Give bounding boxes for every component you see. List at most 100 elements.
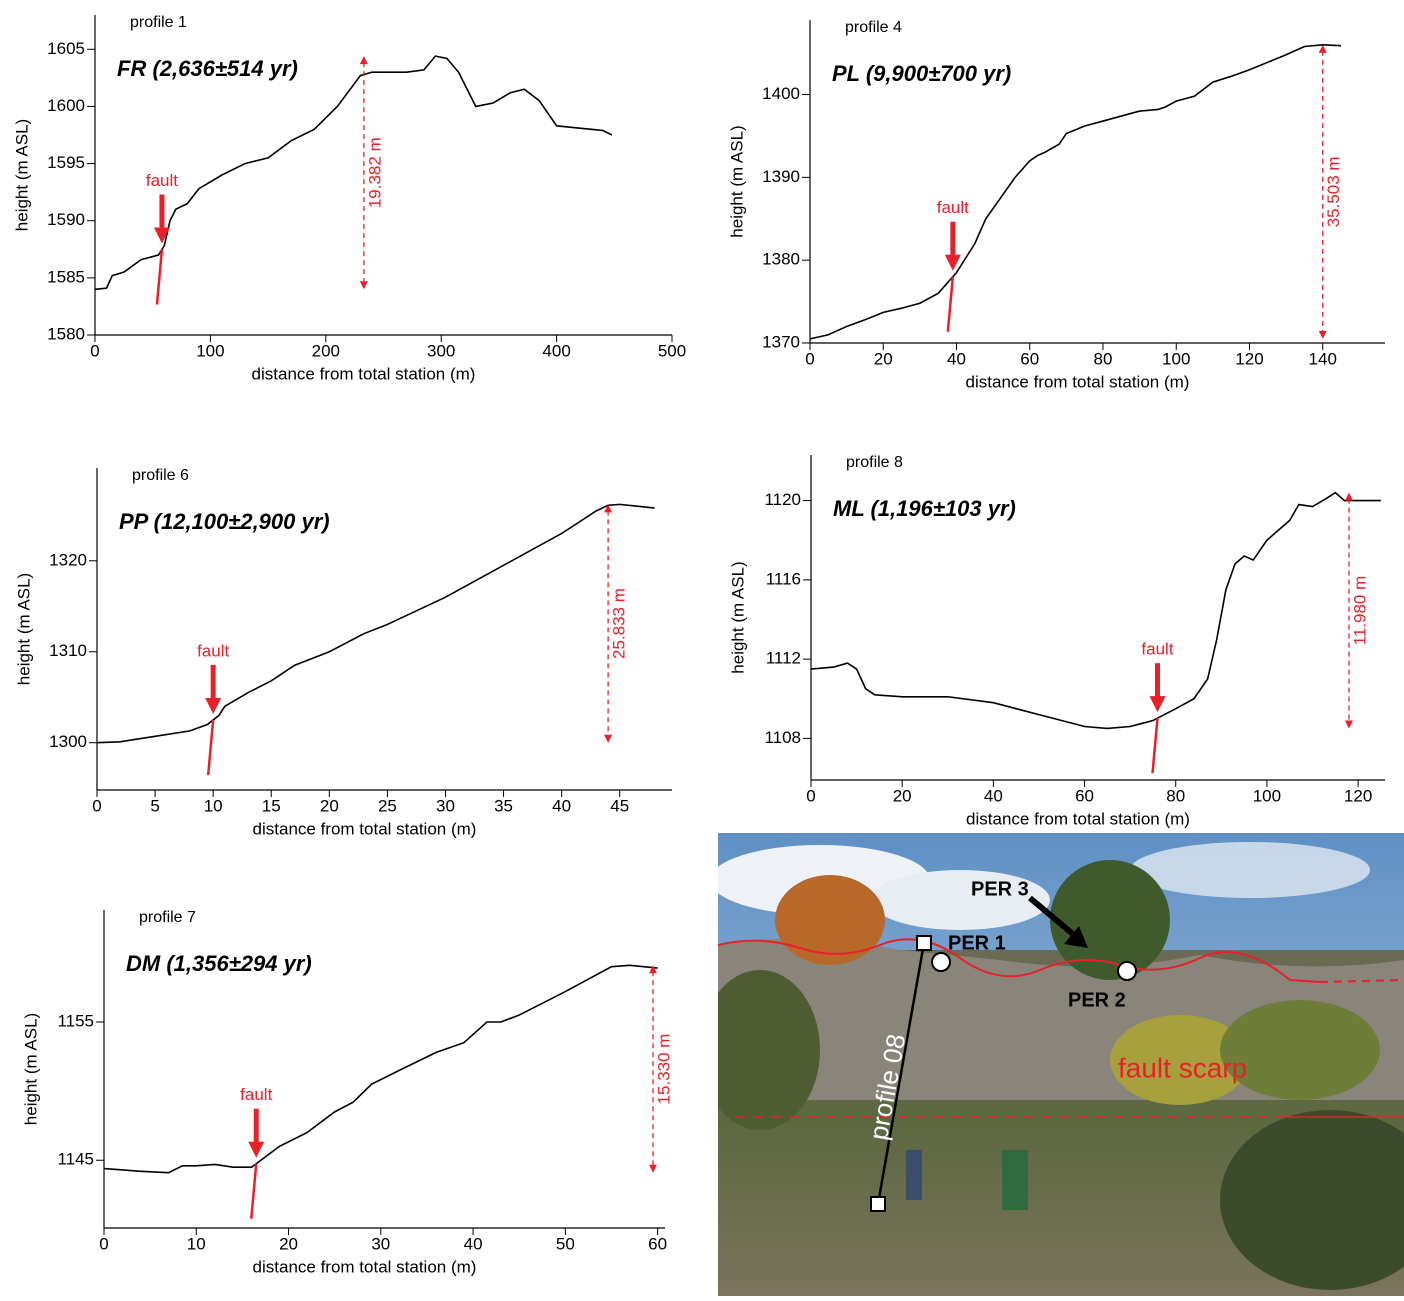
y-tick-label: 1370 bbox=[762, 332, 800, 351]
offset-arrowhead bbox=[1318, 330, 1327, 339]
profile-line bbox=[810, 491, 1381, 730]
x-tick-label: 140 bbox=[1309, 349, 1337, 368]
offset-arrowhead bbox=[1344, 720, 1353, 729]
photo-label: PER 2 bbox=[1068, 989, 1126, 1011]
y-tick-label: 1585 bbox=[47, 267, 85, 286]
y-tick-label: 1116 bbox=[766, 569, 801, 588]
offset-arrowhead bbox=[604, 734, 613, 743]
x-tick-label: 10 bbox=[204, 796, 223, 815]
profile-line bbox=[103, 964, 658, 1174]
x-tick-label: 20 bbox=[320, 796, 339, 815]
x-tick-label: 0 bbox=[92, 796, 101, 815]
chart-subtitle: ML (1,196±103 yr) bbox=[833, 496, 1016, 521]
x-tick-label: 0 bbox=[806, 786, 815, 805]
y-axis-label: height (m ASL) bbox=[727, 125, 746, 237]
offset-arrowhead bbox=[604, 504, 613, 513]
x-tick-label: 15 bbox=[262, 796, 281, 815]
x-tick-label: 0 bbox=[805, 349, 814, 368]
chart-title: profile 4 bbox=[845, 19, 902, 36]
x-tick-label: 30 bbox=[371, 1234, 390, 1253]
photo-label: PER 1 bbox=[948, 932, 1006, 954]
fault-label: fault bbox=[1141, 640, 1173, 659]
x-tick-label: 5 bbox=[150, 796, 159, 815]
y-tick-label: 1605 bbox=[47, 39, 85, 58]
profile-line bbox=[94, 55, 613, 291]
y-tick-label: 1390 bbox=[762, 167, 800, 186]
profile-line bbox=[96, 503, 655, 744]
offset-label: 15.330 m bbox=[654, 1034, 673, 1105]
x-tick-label: 100 bbox=[1253, 786, 1281, 805]
x-axis-label: distance from total station (m) bbox=[966, 372, 1190, 391]
x-tick-label: 120 bbox=[1235, 349, 1263, 368]
fault-trace bbox=[946, 276, 955, 332]
offset-arrowhead bbox=[1344, 492, 1353, 501]
y-tick-label: 1145 bbox=[57, 1150, 94, 1169]
x-axis-label: distance from total station (m) bbox=[966, 809, 1190, 828]
x-tick-label: 40 bbox=[947, 349, 966, 368]
x-tick-label: 20 bbox=[874, 349, 893, 368]
x-tick-label: 35 bbox=[494, 796, 513, 815]
fault-arrowhead bbox=[205, 697, 222, 714]
chart-subtitle: DM (1,356±294 yr) bbox=[126, 951, 312, 976]
offset-arrowhead bbox=[359, 281, 368, 290]
x-tick-label: 0 bbox=[90, 341, 99, 360]
offset-arrowhead bbox=[1318, 44, 1327, 53]
fault-arrowhead bbox=[248, 1141, 265, 1158]
offset-arrowhead bbox=[359, 56, 368, 65]
x-tick-label: 30 bbox=[436, 796, 455, 815]
x-tick-label: 50 bbox=[556, 1234, 575, 1253]
y-tick-label: 1108 bbox=[764, 728, 801, 747]
chart-title: profile 8 bbox=[846, 454, 903, 471]
profile-line bbox=[809, 44, 1342, 340]
chart-subtitle: PL (9,900±700 yr) bbox=[832, 61, 1011, 86]
fault-label: fault bbox=[146, 171, 178, 190]
fault-arrowhead bbox=[944, 254, 961, 271]
x-tick-label: 80 bbox=[1094, 349, 1113, 368]
y-tick-label: 1595 bbox=[47, 153, 85, 172]
photo-label: fault scarp bbox=[1118, 1052, 1247, 1083]
offset-label: 11.980 m bbox=[1350, 576, 1369, 646]
y-axis-label: height (m ASL) bbox=[21, 1013, 40, 1125]
fault-trace bbox=[155, 249, 164, 305]
y-axis-label: height (m ASL) bbox=[12, 119, 31, 231]
chart-subtitle: PP (12,100±2,900 yr) bbox=[119, 509, 330, 534]
y-tick-label: 1310 bbox=[49, 641, 87, 660]
chart-subtitle: FR (2,636±514 yr) bbox=[117, 56, 298, 81]
y-tick-label: 1300 bbox=[49, 732, 87, 751]
y-tick-label: 1400 bbox=[762, 84, 800, 103]
y-tick-label: 1590 bbox=[47, 210, 85, 229]
chart-title: profile 1 bbox=[130, 14, 187, 31]
x-tick-label: 300 bbox=[427, 341, 455, 360]
y-tick-label: 1112 bbox=[766, 649, 801, 668]
offset-label: 35.503 m bbox=[1324, 156, 1343, 227]
x-tick-label: 25 bbox=[378, 796, 397, 815]
x-tick-label: 80 bbox=[1166, 786, 1185, 805]
y-tick-label: 1600 bbox=[47, 96, 85, 115]
fault-label: fault bbox=[240, 1085, 272, 1104]
y-tick-label: 1120 bbox=[764, 490, 801, 509]
y-axis-label: height (m ASL) bbox=[14, 573, 33, 685]
x-tick-label: 20 bbox=[893, 786, 912, 805]
y-tick-label: 1155 bbox=[57, 1011, 94, 1030]
x-tick-label: 100 bbox=[1162, 349, 1190, 368]
x-tick-label: 500 bbox=[658, 341, 686, 360]
fault-label: fault bbox=[197, 641, 229, 660]
y-tick-label: 1380 bbox=[762, 250, 800, 269]
x-tick-label: 40 bbox=[552, 796, 571, 815]
offset-label: 19.382 m bbox=[365, 137, 384, 208]
x-tick-label: 200 bbox=[312, 341, 340, 360]
x-tick-label: 40 bbox=[464, 1234, 483, 1253]
y-axis-label: height (m ASL) bbox=[728, 561, 747, 673]
x-axis-label: distance from total station (m) bbox=[252, 364, 476, 383]
photo-label: PER 3 bbox=[971, 878, 1029, 900]
fault-label: fault bbox=[937, 198, 969, 217]
x-tick-label: 20 bbox=[279, 1234, 298, 1253]
x-tick-label: 120 bbox=[1344, 786, 1372, 805]
photo: PER 3 PER 1 PER 2 profile 08 fault scarp bbox=[718, 833, 1404, 1296]
x-tick-label: 45 bbox=[610, 796, 629, 815]
x-tick-label: 40 bbox=[984, 786, 1003, 805]
x-tick-label: 60 bbox=[1075, 786, 1094, 805]
x-tick-label: 400 bbox=[542, 341, 570, 360]
fault-arrowhead bbox=[1149, 696, 1166, 713]
